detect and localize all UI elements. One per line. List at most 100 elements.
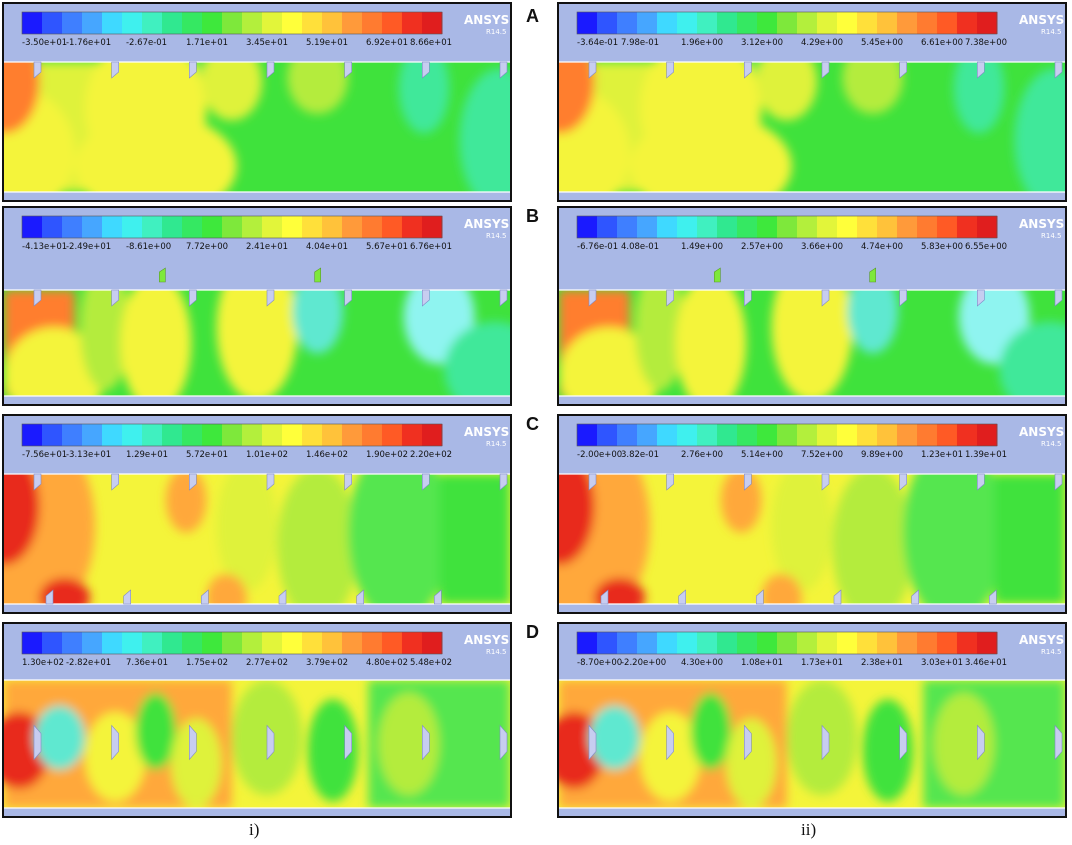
- colorbar-swatch: [101, 216, 123, 238]
- colorbar-swatch: [281, 632, 303, 654]
- colorbar-frame: [21, 11, 443, 35]
- colorbar-swatch: [141, 216, 163, 238]
- contour-region: [842, 62, 904, 114]
- contour-regions: [559, 290, 1065, 396]
- contour-region: [847, 290, 899, 354]
- colorbar-swatch: [916, 424, 938, 446]
- ansys-release: R14.5: [486, 232, 506, 240]
- baffle: [422, 61, 430, 79]
- colorbar-swatch: [956, 424, 978, 446]
- contour-region: [287, 62, 349, 114]
- contour-region: [690, 692, 732, 770]
- colorbar-swatch: [421, 632, 443, 654]
- baffle: [666, 724, 674, 761]
- legend-value: 1.39e+01: [965, 450, 1007, 460]
- legend-value: 6.55e+00: [965, 242, 1007, 252]
- colorbar-swatch: [261, 632, 283, 654]
- colorbar-swatch: [816, 216, 838, 238]
- colorbar-swatch: [716, 632, 738, 654]
- baffle: [899, 724, 907, 761]
- contour-region: [720, 474, 762, 533]
- colorbar-swatch: [121, 424, 143, 446]
- legend-value: -7.56e+01: [22, 450, 67, 460]
- flow-field: [559, 62, 1065, 192]
- row-label-a: A: [526, 6, 539, 26]
- baffle: [821, 724, 830, 761]
- legend-value: 4.08e-01: [621, 242, 659, 252]
- legend-value: 1.46e+02: [306, 450, 348, 460]
- legend-value: -2.82e+01: [66, 658, 111, 668]
- colorbar-swatch: [181, 216, 203, 238]
- colorbar-swatch: [181, 424, 203, 446]
- baffle: [344, 61, 352, 79]
- colorbar-swatch: [221, 12, 243, 34]
- colorbar-swatch: [696, 424, 718, 446]
- colorbar-swatch: [896, 632, 918, 654]
- legend-value: 5.67e+01: [366, 242, 408, 252]
- baffle: [266, 724, 275, 761]
- colorbar-swatch: [61, 216, 83, 238]
- legend-value: -3.64e-01: [577, 38, 618, 48]
- colorbar-swatch: [716, 424, 738, 446]
- legend-value: 3.82e-01: [621, 450, 659, 460]
- colorbar-swatch: [836, 216, 858, 238]
- ansys-logo: ANSYS: [1019, 425, 1064, 439]
- legend-value: 5.14e+00: [741, 450, 783, 460]
- contour-region: [84, 712, 146, 802]
- fin: [869, 267, 876, 283]
- legend-value: -6.76e-01: [577, 242, 618, 252]
- colorbar-swatch: [341, 216, 363, 238]
- colorbar-swatch: [936, 632, 958, 654]
- colorbar-swatch: [676, 216, 698, 238]
- colorbar-swatch: [577, 632, 598, 654]
- contour-region: [4, 474, 40, 565]
- contour-region: [201, 62, 263, 121]
- contour-region: [756, 62, 818, 121]
- colorbar-swatch: [976, 424, 998, 446]
- colorbar-swatch: [577, 12, 598, 34]
- colorbar-swatch: [736, 632, 758, 654]
- flow-field: [4, 290, 510, 396]
- ansys-logo: ANSYS: [464, 633, 509, 647]
- legend-value: 2.57e+00: [741, 242, 783, 252]
- colorbar-swatch: [381, 632, 403, 654]
- baffle: [422, 289, 430, 307]
- legend-value: 7.52e+00: [801, 450, 843, 460]
- contour-region: [771, 474, 833, 591]
- colorbar-swatch: [421, 12, 443, 34]
- contour-region: [439, 474, 510, 604]
- colorbar-swatch: [141, 12, 163, 34]
- colorbar-swatch: [796, 216, 818, 238]
- colorbar-swatch: [936, 216, 958, 238]
- baffle: [278, 589, 287, 605]
- flow-field: [559, 474, 1065, 604]
- legend-value: -2.49e+01: [66, 242, 111, 252]
- colorbar-frame: [576, 631, 998, 655]
- colorbar-swatch: [181, 632, 203, 654]
- legend-value: -4.13e+01: [22, 242, 67, 252]
- colorbar-swatch: [41, 632, 63, 654]
- legend-value: 4.30e+00: [681, 658, 723, 668]
- colorbar-swatch: [221, 424, 243, 446]
- colorbar-swatch: [736, 424, 758, 446]
- contour-regions: [559, 62, 1065, 192]
- contour-plot: -6.76e-01 4.08e-01 1.49e+00 2.57e+00 3.66e+0…: [559, 208, 1065, 404]
- legend-value: 7.36e+01: [126, 658, 168, 668]
- baffle: [266, 61, 275, 79]
- colorbar-swatch: [381, 12, 403, 34]
- legend-value: 1.30e+02: [22, 658, 64, 668]
- colorbar-swatch: [776, 424, 798, 446]
- baffle: [678, 589, 686, 605]
- colorbar-swatch: [161, 424, 183, 446]
- ansys-logo: ANSYS: [1019, 633, 1064, 647]
- baffle: [266, 473, 275, 491]
- contour-panel-a-ii: -3.64e-01 7.98e-01 1.96e+00 3.12e+00 4.29e+0…: [557, 2, 1067, 202]
- colorbar-swatch: [261, 216, 283, 238]
- colorbar-frame: [21, 631, 443, 655]
- colorbar-frame: [21, 215, 443, 239]
- row-label-c: C: [526, 414, 539, 434]
- colorbar-swatch: [836, 632, 858, 654]
- colorbar-swatch: [101, 424, 123, 446]
- baffle: [977, 473, 985, 491]
- colorbar-swatch: [201, 632, 223, 654]
